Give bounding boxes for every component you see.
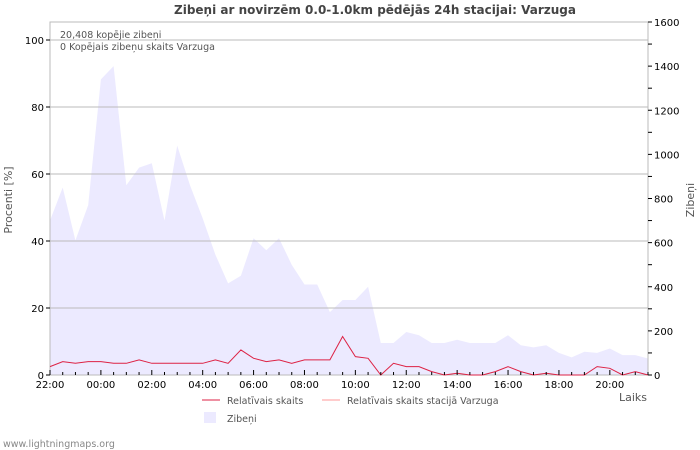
legend-label-station: Relatīvais skaits stacijā Varzuga [347,396,499,407]
y-tick-label: 40 [31,237,44,248]
x-tick-label: 16:00 [494,380,523,391]
y2-tick-label: 800 [654,195,673,206]
y-tick-label: 20 [31,304,44,315]
y-tick-label: 80 [31,103,44,114]
y2-tick-label: 200 [654,327,673,338]
x-tick-label: 04:00 [188,380,217,391]
x-tick-label: 10:00 [341,380,370,391]
legend-label-lightning: Zibeņi [227,414,257,425]
x-tick-label: 12:00 [392,380,421,391]
legend-swatch-lightning [204,412,216,423]
y2-tick-label: 600 [654,239,673,250]
y2-tick-label: 400 [654,283,673,294]
x-tick-label: 02:00 [137,380,166,391]
y2-tick-label: 1400 [654,62,679,73]
x-tick-label: 14:00 [443,380,472,391]
lightning-area [50,66,648,375]
annotation-total: 20,408 kopējie zibeņi [60,30,161,41]
annotation-station: 0 Kopējais zibeņu skaits Varzuga [60,42,215,53]
y2-tick-label: 1200 [654,106,679,117]
x-tick-label: 08:00 [290,380,319,391]
y2-tick-label: 1000 [654,150,679,161]
y-axis-label: Procenti [%] [2,166,15,233]
x-tick-label: 22:00 [36,380,65,391]
y-tick-label: 100 [25,36,44,47]
x-tick-label: 00:00 [86,380,115,391]
x-tick-label: 18:00 [545,380,574,391]
footer-watermark: www.lightningmaps.org [3,439,115,450]
y-tick-label: 0 [38,371,44,382]
y2-tick-label: 1600 [654,18,679,29]
x-tick-label: 06:00 [239,380,268,391]
x-tick-label: 20:00 [595,380,624,391]
legend-label-relative: Relatīvais skaits [227,396,303,407]
y2-tick-label: 0 [654,371,660,382]
chart-title: Zibeņi ar novirzēm 0.0-1.0km pēdējās 24h… [174,3,576,17]
y2-axis-label: Zibeņi [684,183,697,217]
y-tick-label: 60 [31,170,44,181]
x-axis-label: Laiks [619,391,647,404]
relative-count-line [49,335,649,376]
